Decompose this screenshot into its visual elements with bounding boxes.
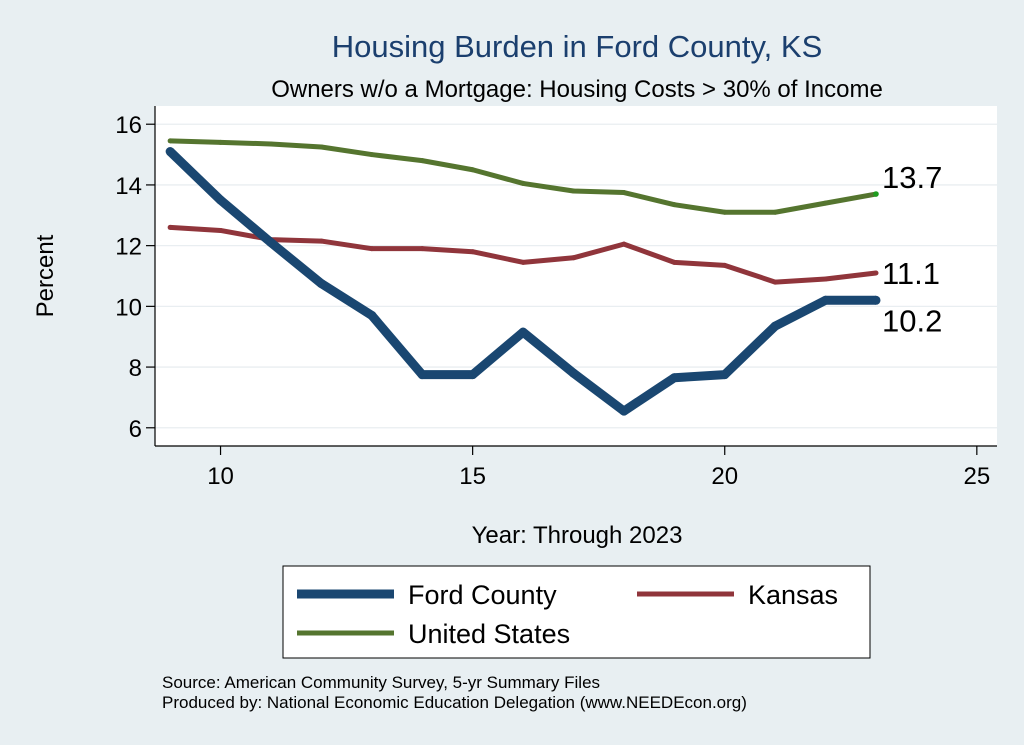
end-marker-united-states <box>873 191 879 197</box>
data-point-united-states <box>218 139 224 145</box>
data-point-united-states <box>369 152 375 158</box>
data-point-ford-county <box>518 327 528 337</box>
legend-label-kansas: Kansas <box>748 580 838 610</box>
data-point-united-states <box>318 144 324 150</box>
data-point-united-states <box>570 188 576 194</box>
data-point-united-states <box>823 200 829 206</box>
producer-note: Produced by: National Economic Education… <box>162 693 747 712</box>
y-axis-title: Percent <box>32 234 59 317</box>
y-tick-label: 14 <box>115 173 142 200</box>
y-tick-label: 8 <box>129 355 142 382</box>
data-point-united-states <box>520 180 526 186</box>
data-point-kansas <box>570 255 576 261</box>
data-point-united-states <box>671 202 677 208</box>
x-tick-label: 15 <box>459 463 486 490</box>
end-label-ford-county: 10.2 <box>882 303 942 338</box>
data-point-kansas <box>873 270 879 276</box>
source-note: Source: American Community Survey, 5-yr … <box>162 673 600 692</box>
y-tick-label: 12 <box>115 234 142 261</box>
data-point-united-states <box>419 158 425 164</box>
data-point-ford-county <box>720 370 730 380</box>
data-point-ford-county <box>871 295 881 305</box>
x-tick-label: 10 <box>207 463 234 490</box>
gridlines <box>155 123 997 429</box>
data-point-ford-county <box>619 406 629 416</box>
data-point-ford-county <box>417 370 427 380</box>
data-point-ford-county <box>468 370 478 380</box>
data-point-kansas <box>621 241 627 247</box>
data-point-ford-county <box>821 295 831 305</box>
data-point-ford-county <box>216 195 226 205</box>
legend-label-ford-county: Ford County <box>408 580 557 610</box>
data-point-kansas <box>772 279 778 285</box>
x-axis-ticks: 10 15 20 25 <box>207 446 990 490</box>
y-tick-label: 10 <box>115 294 142 321</box>
end-label-kansas: 11.1 <box>882 256 940 291</box>
data-point-united-states <box>772 209 778 215</box>
data-point-kansas <box>167 224 173 230</box>
data-point-kansas <box>520 259 526 265</box>
data-point-ford-county <box>266 238 276 248</box>
series-lines <box>165 138 881 416</box>
data-point-united-states <box>722 209 728 215</box>
chart-title: Housing Burden in Ford County, KS <box>332 29 823 64</box>
legend-label-united-states: United States <box>408 619 570 649</box>
end-label-united-states: 13.7 <box>882 160 942 195</box>
x-tick-label: 20 <box>711 463 738 490</box>
data-point-kansas <box>823 276 829 282</box>
data-point-united-states <box>621 190 627 196</box>
data-point-ford-county <box>669 373 679 383</box>
data-point-ford-county <box>367 310 377 320</box>
data-point-united-states <box>167 138 173 144</box>
x-tick-label: 25 <box>963 463 990 490</box>
data-point-ford-county <box>316 279 326 289</box>
data-point-kansas <box>671 259 677 265</box>
data-point-kansas <box>722 262 728 268</box>
data-point-kansas <box>369 246 375 252</box>
y-tick-label: 16 <box>115 112 142 139</box>
data-point-ford-county <box>770 321 780 331</box>
data-point-kansas <box>419 246 425 252</box>
data-point-kansas <box>470 249 476 255</box>
x-axis-title: Year: Through 2023 <box>472 522 683 549</box>
chart-subtitle: Owners w/o a Mortgage: Housing Costs > 3… <box>271 76 883 103</box>
data-point-ford-county <box>165 147 175 157</box>
data-point-ford-county <box>568 368 578 378</box>
data-point-united-states <box>470 167 476 173</box>
data-point-kansas <box>218 227 224 233</box>
y-tick-label: 6 <box>129 416 142 443</box>
data-point-united-states <box>268 141 274 147</box>
legend: Ford County Kansas United States <box>282 565 871 659</box>
end-labels: 10.2 11.1 13.7 <box>882 160 942 338</box>
y-axis-ticks: 6 8 10 12 14 16 <box>115 112 155 443</box>
data-point-kansas <box>318 238 324 244</box>
legend-box <box>282 565 871 659</box>
